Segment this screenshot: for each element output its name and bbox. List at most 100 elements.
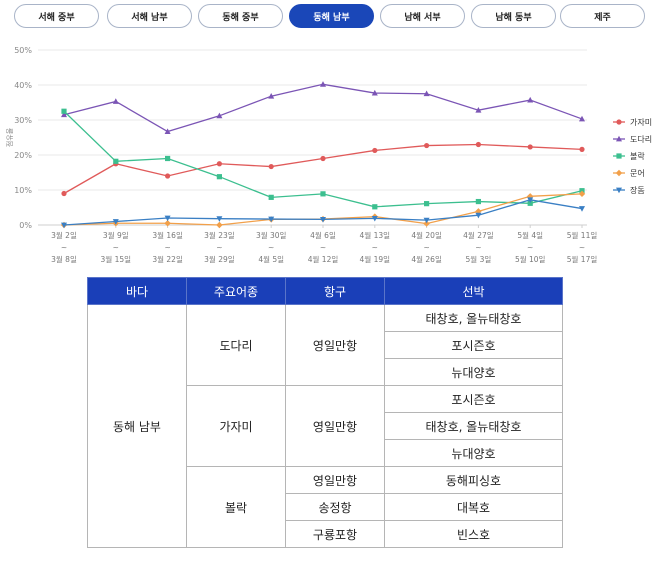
table-row: 태창호, 올뉴태창호 (88, 412, 563, 440)
data-point (320, 155, 326, 162)
data-point (579, 146, 585, 152)
tab-jeju[interactable]: 제주 (560, 4, 645, 28)
x-tick-label: 5월 4일 (517, 230, 543, 240)
x-tick-label: 5월 17일 (567, 254, 598, 264)
sea-region-tabs: 서해 중부 서해 남부 동해 중부 동해 남부 남해 서부 남해 동부 제주 (14, 4, 654, 28)
x-tick-label: 4월 19일 (360, 254, 391, 264)
y-tick-label: 0% (19, 221, 32, 230)
x-tick-label: 3월 2일 (51, 230, 77, 240)
x-tick-label: 5월 10일 (515, 254, 546, 264)
legend-label: 장돔 (630, 185, 645, 195)
data-point (268, 216, 275, 223)
data-point (61, 111, 67, 118)
x-tick-label: 3월 30일 (256, 230, 287, 240)
x-tick-label: 3월 8일 (51, 254, 77, 264)
tab-south-east[interactable]: 남해 동부 (471, 4, 556, 28)
x-tick-label: 3월 22일 (152, 254, 183, 264)
x-tick-label: ~ (475, 243, 481, 252)
data-point (216, 221, 223, 229)
data-point (579, 115, 585, 122)
data-point (320, 81, 326, 87)
table-row: 뉴대양호 (88, 358, 563, 386)
tab-west-south[interactable]: 서해 남부 (107, 4, 192, 28)
data-point (423, 217, 430, 224)
x-tick-label: 4월 12일 (308, 254, 339, 264)
data-point (371, 215, 378, 222)
y-tick-label: 20% (14, 151, 32, 160)
data-point (616, 187, 622, 194)
x-tick-label: 3월 23일 (204, 230, 235, 240)
data-point (320, 217, 326, 223)
table-row: 송정항 대복호 (88, 493, 563, 521)
port-cell: 영일만항 (285, 466, 385, 494)
data-point (216, 216, 223, 222)
vessel-cell: 뉴대양호 (384, 358, 563, 386)
data-point (320, 191, 326, 197)
data-point (372, 147, 378, 154)
data-point (268, 163, 274, 170)
x-tick-label: ~ (320, 243, 326, 252)
species-cell: 볼락 (186, 466, 286, 548)
table-row: 구룡포항 빈스호 (88, 520, 563, 548)
x-tick-label: ~ (423, 243, 429, 252)
data-point (164, 215, 171, 222)
vessel-cell: 포시즌호 (384, 385, 563, 413)
data-point (527, 144, 533, 150)
data-point (268, 194, 274, 200)
data-point (112, 98, 119, 104)
data-point (616, 135, 622, 142)
x-tick-label: ~ (579, 243, 585, 252)
x-tick-label: ~ (113, 243, 119, 252)
x-tick-label: 5월 11일 (567, 230, 598, 240)
vessel-cell: 동해피싱호 (384, 466, 563, 494)
y-axis-label: 점유율 (6, 127, 14, 147)
tab-west-central[interactable]: 서해 중부 (14, 4, 99, 28)
legend-label: 가자미 (630, 118, 652, 127)
tab-south-west[interactable]: 남해 서부 (380, 4, 465, 28)
data-point (216, 112, 223, 119)
data-point (165, 173, 171, 179)
header-port: 항구 (285, 277, 385, 305)
table-row: 볼락 영일만항 동해피싱호 (88, 466, 563, 548)
x-tick-label: 4월 26일 (411, 254, 442, 264)
legend-label: 도다리 (630, 135, 652, 144)
port-cell: 영일만항 (285, 304, 385, 386)
vessel-cell: 대복호 (384, 493, 563, 521)
x-tick-label: ~ (527, 243, 533, 252)
x-tick-label: ~ (164, 243, 170, 252)
x-tick-label: 3월 15일 (101, 254, 132, 264)
legend-label: 문어 (630, 168, 645, 178)
data-point (475, 141, 481, 148)
data-point (61, 222, 67, 229)
vessel-cell: 포시즌호 (384, 331, 563, 359)
species-cell: 가자미 (186, 385, 286, 467)
data-point (216, 161, 222, 167)
header-species: 주요어종 (186, 277, 286, 305)
x-tick-label: 4월 20일 (411, 230, 442, 240)
port-cell: 송정항 (285, 493, 385, 521)
y-tick-label: 40% (14, 81, 32, 90)
data-point (475, 198, 481, 205)
tab-east-south[interactable]: 동해 남부 (289, 4, 374, 28)
species-share-line-chart: 0% 10% 20% 30% 40% 50% 점유율 3월 2일 ~3월 8일 3월 9일 ~3월 … (6, 46, 652, 264)
data-point (424, 201, 430, 207)
header-sea: 바다 (87, 277, 187, 305)
port-cell: 영일만항 (285, 385, 385, 467)
tab-east-central[interactable]: 동해 중부 (198, 4, 283, 28)
data-point (616, 153, 622, 159)
vessel-cell: 뉴대양호 (384, 439, 563, 467)
vessel-table: 바다 주요어종 항구 선박 동해 남부 도다리 영일만항 태창호, 올뉴태창호 … (87, 277, 563, 548)
vessel-cell: 태창호, 올뉴태창호 (384, 304, 563, 332)
table-header-row: 바다 주요어종 항구 선박 (87, 277, 563, 305)
data-point (268, 93, 275, 99)
data-point (527, 193, 534, 200)
x-tick-label: 4월 6일 (310, 230, 336, 240)
data-point (61, 108, 67, 114)
x-tick-label: 3월 9일 (103, 230, 129, 240)
series-line (63, 83, 583, 133)
vessel-cell: 빈스호 (384, 520, 563, 548)
data-point (424, 142, 430, 149)
table-row: 동해 남부 도다리 영일만항 태창호, 올뉴태창호 (87, 304, 563, 548)
x-tick-label: ~ (216, 243, 222, 252)
x-tick-label: ~ (268, 243, 274, 252)
